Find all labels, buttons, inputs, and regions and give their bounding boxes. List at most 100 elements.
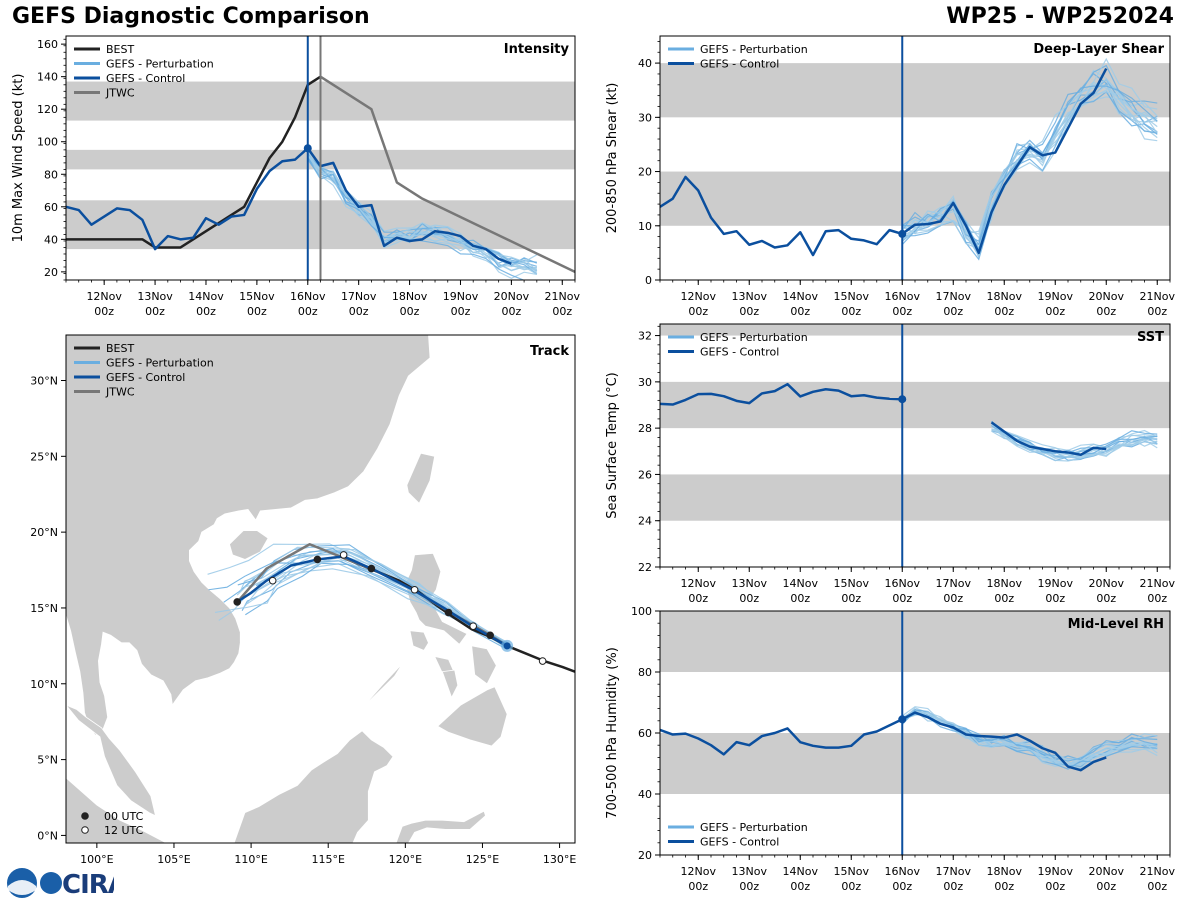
y-tick-label: 40 (44, 233, 58, 246)
x-tick-label: 00z (1147, 305, 1167, 318)
x-tick-label: 00z (790, 592, 810, 605)
y-tick-label: 60 (638, 727, 652, 740)
marker-legend-label: 00 UTC (104, 810, 144, 823)
x-tick-label: 21Nov (1140, 577, 1176, 590)
panel-title: Intensity (504, 42, 570, 57)
x-tick-label: 19Nov (1038, 290, 1074, 303)
track-point-12utc (339, 551, 348, 559)
x-tick-label: 13Nov (732, 577, 768, 590)
panel-track: 100°E 105°E 110°E 115°E 120°E 125°E 130°E 0°N 5°… (30, 334, 576, 866)
plot-frame (659, 323, 1171, 568)
x-tick-label: 12Nov (86, 290, 122, 303)
marker-legend-dot (81, 812, 89, 820)
x-tick-label: 18Nov (987, 577, 1023, 590)
x-tick-label: 20Nov (494, 290, 530, 303)
land-sumatra (66, 777, 190, 843)
perturbation-member (902, 711, 1158, 762)
y-tick-label: 100 (37, 136, 58, 149)
x-tick-label: 00z (1096, 880, 1116, 893)
x-tick-label: 18Nov (392, 290, 428, 303)
x-tick-label: 12Nov (681, 577, 717, 590)
series-gefs-control-analysis- (660, 382, 903, 406)
legend-label: GEFS - Perturbation (700, 821, 808, 834)
y-axis-label: 10m Max Wind Speed (kt) (11, 74, 26, 243)
y-tick-label: 80 (44, 168, 58, 181)
map-frame (65, 334, 576, 844)
y-tick-label: 60 (44, 201, 58, 214)
lat-tick-label: 15°N (30, 602, 58, 615)
x-tick-label: 00z (1045, 880, 1065, 893)
y-tick-label: 26 (638, 468, 652, 481)
threshold-band (660, 474, 1170, 521)
y-tick-label: 30 (638, 376, 652, 389)
x-tick-label: 14Nov (783, 290, 819, 303)
x-tick-label: 00z (298, 305, 318, 318)
x-tick-label: 00z (739, 305, 759, 318)
lon-tick-label: 105°E (157, 853, 190, 866)
perturbation-member (901, 84, 1158, 253)
y-tick-label: 140 (37, 71, 58, 84)
x-tick-label: 00z (196, 305, 216, 318)
x-tick-label: 00z (1147, 880, 1167, 893)
track-point-00utc (313, 555, 322, 564)
legend-label: BEST (106, 342, 134, 355)
lat-tick-label: 30°N (30, 374, 58, 387)
x-tick-label: 00z (349, 305, 369, 318)
x-tick-label: 15Nov (834, 865, 870, 878)
land-negros (441, 669, 459, 699)
y-tick-label: 0 (645, 274, 652, 287)
y-axis-label: 200-850 hPa Shear (kt) (605, 83, 620, 234)
series-gefs-control (660, 67, 1108, 257)
lat-tick-label: 25°N (30, 450, 58, 463)
legend-label: JTWC (105, 87, 135, 100)
x-tick-label: 00z (892, 305, 912, 318)
perturbation-member (307, 154, 537, 280)
series-jtwc (319, 75, 575, 273)
threshold-band (660, 381, 1170, 429)
track-point-12utc (410, 585, 419, 594)
init-point (303, 144, 312, 153)
x-tick-label: 00z (1147, 592, 1167, 605)
x-tick-label: 13Nov (732, 290, 768, 303)
x-tick-label: 00z (552, 305, 572, 318)
lon-tick-label: 125°E (466, 853, 499, 866)
x-tick-label: 00z (943, 592, 963, 605)
cira-logo-text: CIRA (62, 870, 114, 900)
y-tick-label: 22 (638, 561, 652, 574)
panel-title: Deep-Layer Shear (1033, 42, 1164, 57)
x-tick-label: 00z (1096, 305, 1116, 318)
land-mindanao (437, 686, 508, 747)
x-tick-label: 00z (1096, 592, 1116, 605)
perturbation-member (902, 57, 1158, 235)
x-tick-label: 00z (1045, 305, 1065, 318)
x-tick-label: 00z (994, 880, 1014, 893)
x-tick-label: 15Nov (239, 290, 275, 303)
x-tick-label: 00z (841, 880, 861, 893)
x-tick-label: 00z (739, 880, 759, 893)
legend-label: JTWC (105, 386, 135, 399)
y-tick-label: 160 (37, 38, 58, 51)
x-tick-label: 00z (790, 880, 810, 893)
perturbation-member (307, 150, 538, 263)
perturbation-track (246, 554, 508, 644)
x-tick-label: 18Nov (987, 290, 1023, 303)
x-tick-label: 20Nov (1089, 865, 1125, 878)
x-tick-label: 16Nov (885, 290, 921, 303)
panel-sst: 22 24 26 28 30 32 12Nov 00z 13Nov 00z 14Nov 00z 15No… (605, 323, 1176, 605)
x-tick-label: 14Nov (783, 577, 819, 590)
track-point-00utc (444, 608, 453, 617)
y-tick-label: 80 (638, 666, 652, 679)
x-tick-label: 14Nov (188, 290, 224, 303)
lat-tick-label: 5°N (37, 754, 58, 767)
x-tick-label: 00z (145, 305, 165, 318)
y-tick-label: 20 (44, 266, 58, 279)
x-tick-label: 00z (943, 880, 963, 893)
x-tick-label: 00z (1045, 592, 1065, 605)
panel-shear: 0 10 20 30 40 12Nov 00z 13Nov 00z 14Nov 00z 15Nov 00… (605, 35, 1175, 318)
x-tick-label: 18Nov (987, 865, 1023, 878)
perturbation-track (243, 546, 508, 649)
series-gefs-control (660, 711, 1107, 772)
land-asia-mainland (66, 335, 431, 736)
lon-tick-label: 130°E (543, 853, 576, 866)
